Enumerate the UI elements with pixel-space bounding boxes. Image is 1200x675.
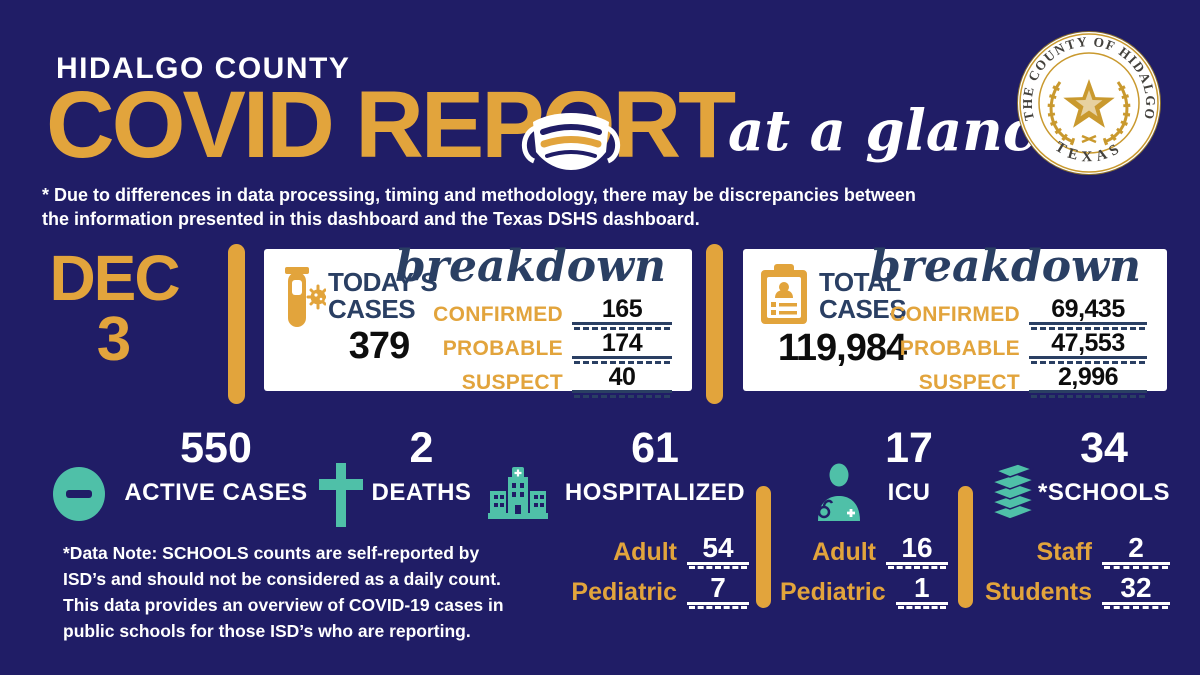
hospitalized-adult-row: Adult 54 [553, 534, 749, 569]
clipboard-icon [761, 264, 807, 324]
schools-breakdown: Staff 2 Students 32 [985, 534, 1170, 609]
schools-label: *SCHOOLS [1037, 479, 1170, 506]
breakdown-title: breakdown [870, 241, 1141, 292]
breakdown-row-suspect: SUSPECT 2,996 [890, 365, 1147, 398]
card-label: TOTAL CASES [819, 267, 907, 324]
breakdown-row-suspect: SUSPECT 40 [433, 365, 672, 398]
divider-bar [756, 486, 771, 608]
county-seal: THE COUNTY OF HIDALGO TEXAS [1017, 31, 1161, 175]
total-cases-card: TOTAL CASES 119,984 breakdown CONFIRMED … [743, 245, 1167, 398]
data-note-line4: public schools for those ISD’s who are r… [63, 621, 471, 641]
divider-bar [706, 244, 723, 404]
icu-pediatric-row: Pediatric 1 [780, 574, 948, 609]
face-mask-icon [521, 113, 621, 170]
icu-breakdown: Adult 16 Pediatric 1 [780, 534, 948, 609]
icu-adult-row: Adult 16 [780, 534, 948, 569]
data-note-line1: *Data Note: SCHOOLS counts are self-repo… [63, 543, 480, 563]
report-date-day: 3 [96, 304, 132, 374]
doctor-icon [817, 463, 860, 521]
divider-bar [228, 244, 245, 404]
breakdown-row-confirmed: CONFIRMED 69,435 [890, 297, 1147, 330]
hospitalized-breakdown: Adult 54 Pediatric 7 [553, 534, 749, 609]
disclaimer-line1: * Due to differences in data processing,… [42, 185, 916, 205]
breakdown-row-probable: PROBABLE 174 [433, 331, 672, 364]
hospitalized-pediatric-row: Pediatric 7 [553, 574, 749, 609]
icu-value: 17 [885, 424, 933, 472]
breakdown-row-probable: PROBABLE 47,553 [890, 331, 1147, 364]
stat-active-cases: 550 ACTIVE CASES [45, 424, 315, 521]
active-cases-label: ACTIVE CASES [124, 479, 308, 506]
breakdown-row-confirmed: CONFIRMED 165 [433, 297, 672, 330]
hospitalized-label: HOSPITALIZED [564, 479, 746, 506]
report-date-month: DEC [49, 242, 180, 314]
icu-label: ICU [887, 479, 931, 506]
data-note-line2: ISD’s and should not be considered as a … [63, 569, 501, 589]
stat-schools: 34 *SCHOOLS [978, 424, 1178, 520]
todays-cases-card: TODAY’S CASES 379 breakdown CONFIRMED 16… [264, 245, 692, 398]
disclaimer-line2: the information presented in this dashbo… [42, 209, 700, 229]
total-cases-value: 119,984 [777, 327, 907, 369]
page-title: COVID REPORT [46, 72, 736, 178]
books-icon [989, 463, 1037, 520]
minus-circle-icon [53, 467, 105, 521]
disclaimer: * Due to differences in data processing,… [42, 183, 916, 231]
stat-icu: 17 ICU [805, 424, 945, 521]
report-date: DEC 3 [44, 242, 184, 374]
card-label: TODAY’S CASES [328, 267, 438, 324]
schools-staff-row: Staff 2 [985, 534, 1170, 569]
test-tube-icon [285, 267, 326, 327]
stat-hospitalized: 61 HOSPITALIZED [482, 424, 750, 519]
deaths-value: 2 [409, 424, 434, 472]
divider-bar [958, 486, 973, 608]
active-cases-value: 550 [180, 424, 252, 472]
stat-deaths: 2 DEATHS [308, 424, 473, 527]
schools-students-row: Students 32 [985, 574, 1170, 609]
breakdown-rows: CONFIRMED 69,435 PROBABLE 47,553 SUSPECT… [890, 297, 1147, 399]
data-note-line3: This data provides an overview of COVID-… [63, 595, 504, 615]
todays-cases-value: 379 [348, 325, 410, 367]
cross-icon [319, 463, 363, 527]
deaths-label: DEATHS [371, 479, 472, 506]
breakdown-rows: CONFIRMED 165 PROBABLE 174 SUSPECT 40 [433, 297, 672, 399]
hospitalized-value: 61 [631, 424, 679, 472]
data-note: *Data Note: SCHOOLS counts are self-repo… [63, 540, 504, 644]
hospital-icon [488, 467, 548, 519]
schools-value: 34 [1080, 424, 1128, 472]
breakdown-title: breakdown [395, 241, 666, 292]
county-name: HIDALGO COUNTY [56, 52, 351, 85]
